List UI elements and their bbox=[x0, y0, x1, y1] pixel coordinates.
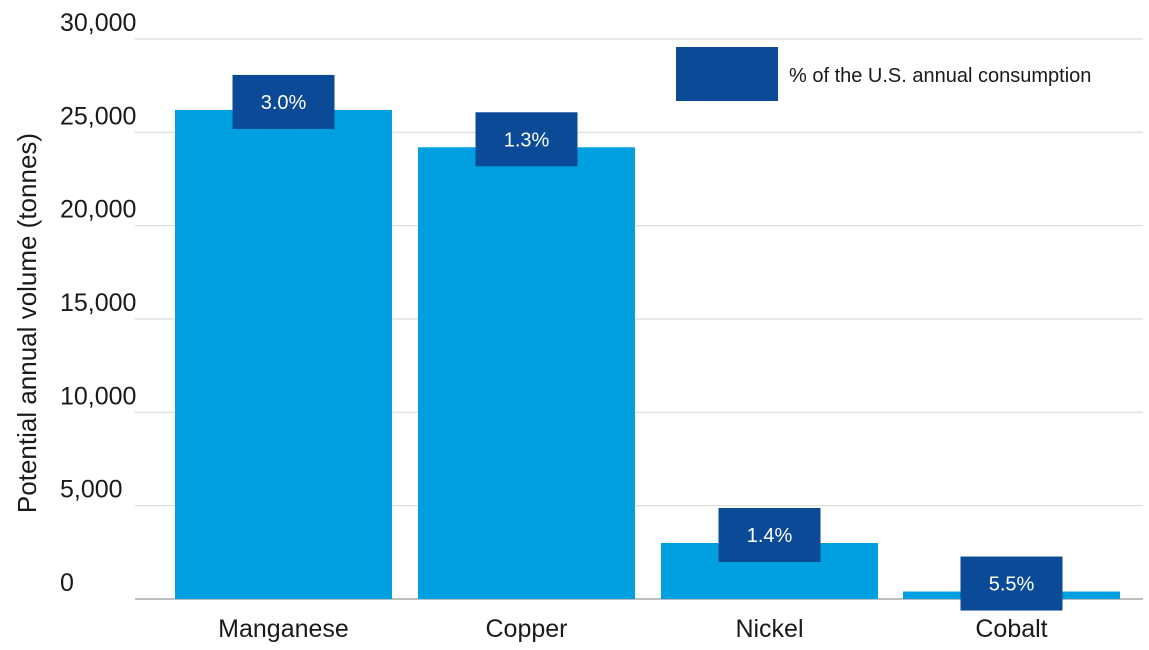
bar-manganese bbox=[175, 109, 392, 599]
annotation-badge bbox=[475, 112, 578, 167]
x-tick-label: Cobalt bbox=[975, 615, 1047, 643]
bar-copper bbox=[418, 147, 635, 599]
x-tick-label: Copper bbox=[486, 615, 568, 643]
legend-label: % of the U.S. annual consumption bbox=[789, 65, 1091, 87]
annotation-badges: 3.0% 1.3% 1.4% 5.5% bbox=[232, 74, 1063, 611]
y-tick-label: 20,000 bbox=[60, 196, 136, 224]
bars bbox=[175, 109, 1120, 599]
y-tick-label: 30,000 bbox=[60, 9, 136, 37]
annotation-badge bbox=[960, 556, 1063, 611]
legend-swatch bbox=[676, 47, 778, 101]
x-axis-categories: Manganese Copper Nickel Cobalt bbox=[218, 615, 1048, 643]
x-tick-label: Nickel bbox=[735, 615, 803, 643]
annotation-label: 1.3% bbox=[504, 129, 550, 151]
legend: % of the U.S. annual consumption bbox=[676, 47, 1091, 101]
annotation-badge bbox=[232, 74, 335, 129]
y-tick-label: 25,000 bbox=[60, 102, 136, 130]
y-axis-title: Potential annual volume (tonnes) bbox=[12, 133, 42, 513]
y-tick-label: 0 bbox=[60, 569, 74, 597]
annotation-label: 1.4% bbox=[747, 525, 793, 547]
annotation-badge bbox=[718, 508, 821, 562]
annotation-label: 3.0% bbox=[261, 92, 307, 114]
x-tick-label: Manganese bbox=[218, 615, 349, 643]
annotation-label: 5.5% bbox=[989, 574, 1035, 596]
y-axis-ticks: 0 5,000 10,000 15,000 20,000 25,000 30,000 bbox=[60, 9, 136, 597]
y-tick-label: 10,000 bbox=[60, 382, 136, 410]
y-tick-label: 15,000 bbox=[60, 289, 136, 317]
y-tick-label: 5,000 bbox=[60, 476, 123, 504]
